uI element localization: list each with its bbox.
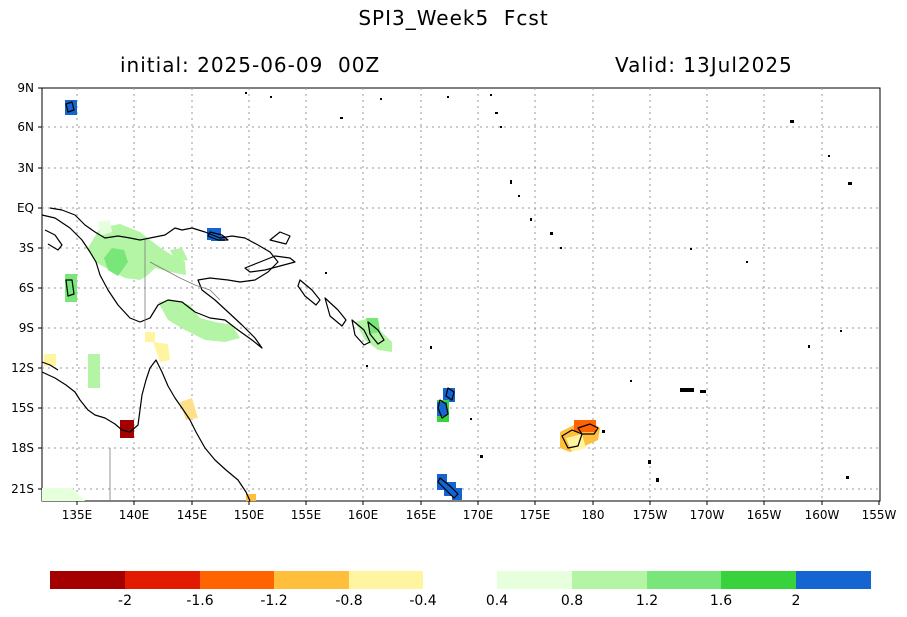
lon-label-135e: 135E [61, 508, 93, 522]
lon-label-160w: 160W [804, 508, 840, 522]
map-frame [41, 87, 881, 502]
lat-label-6n: 6N [17, 120, 34, 134]
colorbar-swatch-wet-3 [647, 571, 721, 589]
colorbar-label: 0.8 [560, 593, 584, 609]
boundaries [109, 240, 221, 501]
lon-label-180: 180 [581, 508, 605, 522]
colorbar-label: -1.2 [260, 593, 288, 609]
colorbar-label: -1.6 [186, 593, 214, 609]
lon-label-170e: 170E [462, 508, 494, 522]
colorbar-swatch-dry-1 [50, 571, 125, 589]
lon-label-140e: 140E [118, 508, 150, 522]
colorbar-swatch-wet-1 [497, 571, 572, 589]
colorbar-swatch-dry-4 [274, 571, 349, 589]
colorbar-swatch-wet-5 [796, 571, 871, 589]
map-ticks [38, 87, 880, 505]
scattered-islands [245, 92, 852, 482]
lon-label-145e: 145E [176, 508, 208, 522]
colorbar-label: 1.6 [709, 593, 733, 609]
coastlines [41, 101, 599, 502]
colorbar-label: -0.4 [409, 593, 437, 609]
map-title: SPI3_Week5 Fcst [358, 6, 549, 30]
lon-label-155w: 155W [861, 508, 897, 522]
lon-label-165e: 165E [405, 508, 437, 522]
lat-label-9s: 9S [18, 321, 34, 335]
lat-label-12s: 12S [11, 361, 34, 375]
lat-label-eq: EQ [16, 201, 34, 215]
colorbar-label: -2 [118, 593, 132, 609]
lon-label-155e: 155E [290, 508, 322, 522]
colorbar-label: -0.8 [335, 593, 363, 609]
colorbar-swatch-dry-3 [200, 571, 274, 589]
lon-label-175w: 175W [632, 508, 668, 522]
lon-label-170w: 170W [689, 508, 725, 522]
colorbar-label: 0.4 [485, 593, 509, 609]
lat-label-15s: 15S [11, 401, 34, 415]
colorbar-swatch-wet-2 [572, 571, 647, 589]
colorbar-swatch-dry-2 [125, 571, 200, 589]
lat-label-3n: 3N [17, 161, 34, 175]
lon-label-175e: 175E [519, 508, 551, 522]
lat-label-3s: 3S [18, 241, 34, 255]
initial-time-label: initial: 2025-06-09 00Z [120, 53, 381, 77]
colorbar-label: 1.2 [635, 593, 659, 609]
lon-label-160e: 160E [347, 508, 379, 522]
lon-label-150e: 150E [233, 508, 265, 522]
lat-label-18s: 18S [11, 441, 34, 455]
lat-label-21s: 21S [11, 482, 34, 496]
valid-date-label: Valid: 13Jul2025 [615, 53, 793, 77]
colorbar-label: 2 [791, 593, 801, 609]
lat-label-6s: 6S [18, 281, 34, 295]
colorbar-swatch-wet-4 [721, 571, 796, 589]
lon-label-165w: 165W [746, 508, 782, 522]
lat-label-9n: 9N [17, 81, 34, 95]
colorbar-swatch-dry-5 [349, 571, 423, 589]
